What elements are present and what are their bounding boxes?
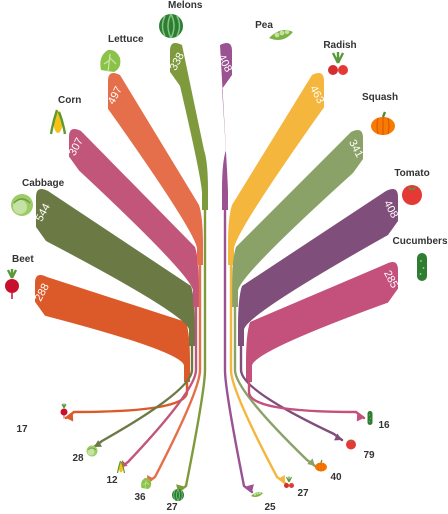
- small-value-melons: 27: [166, 502, 178, 513]
- lettuce-icon: [100, 49, 121, 73]
- category-label-lettuce: Lettuce: [108, 34, 144, 45]
- beet-icon: [5, 269, 19, 299]
- band-cucumbers: [246, 262, 398, 382]
- stem-cabbage: [92, 342, 194, 449]
- category-label-corn: Corn: [58, 95, 81, 106]
- arrow-radish: [278, 475, 285, 483]
- category-label-cucumbers: Cucumbers: [392, 236, 447, 247]
- stem-corn: [118, 303, 198, 470]
- icons-layer: [5, 13, 427, 502]
- small-radish-icon: [284, 476, 294, 488]
- stem-cucumbers: [247, 378, 366, 420]
- radish-icon: [328, 52, 348, 75]
- small-value-tomato: 79: [363, 450, 375, 461]
- small-value-cucumbers: 16: [378, 420, 390, 431]
- arrow-pea: [246, 484, 254, 492]
- stem-squash: [233, 303, 317, 468]
- arrow-squash: [307, 458, 315, 466]
- category-label-squash: Squash: [362, 92, 398, 103]
- stem-lettuce: [145, 261, 202, 485]
- arrow-cabbage: [94, 440, 102, 447]
- arrow-tomato: [334, 433, 342, 441]
- band-corn: [69, 129, 199, 307]
- small-value-radish: 27: [297, 488, 309, 499]
- small-value-beet: 17: [16, 424, 28, 435]
- band-beet: [35, 275, 190, 382]
- band-cabbage: [36, 189, 195, 346]
- small-lettuce-icon: [141, 477, 152, 490]
- corn-icon: [49, 109, 67, 135]
- category-label-cabbage: Cabbage: [22, 178, 65, 189]
- cucumber-icon: [417, 253, 427, 281]
- band-squash: [232, 130, 363, 307]
- band-melons: [170, 43, 208, 210]
- cabbage-icon: [11, 194, 33, 216]
- small-pea-icon: [251, 491, 263, 497]
- band-pea: [220, 43, 232, 210]
- small-cucumber-icon: [367, 411, 373, 425]
- small-squash-icon: [315, 459, 327, 472]
- category-label-radish: Radish: [323, 40, 356, 51]
- small-cabbage-icon: [86, 445, 98, 457]
- small-tomato-icon: [346, 439, 356, 450]
- stem-tomato: [239, 342, 344, 442]
- small-value-lettuce: 36: [134, 492, 146, 503]
- squash-icon: [371, 111, 395, 135]
- labels-layer: 288Beet17544Cabbage28307Corn12497Lettuce…: [12, 0, 448, 513]
- category-label-pea: Pea: [255, 20, 273, 31]
- small-corn-icon: [116, 460, 126, 474]
- category-label-tomato: Tomato: [394, 168, 429, 179]
- pea-icon: [269, 29, 293, 40]
- stem-melons: [176, 206, 207, 494]
- band-lettuce: [108, 73, 203, 265]
- small-value-squash: 40: [330, 472, 342, 483]
- bands-layer: [35, 43, 398, 382]
- small-beet-icon: [60, 403, 68, 419]
- band-radish: [228, 73, 324, 265]
- small-value-pea: 25: [264, 502, 276, 513]
- melon-icon: [159, 13, 183, 39]
- arrow-beet: [66, 413, 74, 422]
- stem-pea: [223, 206, 254, 494]
- stem-radish: [229, 261, 287, 485]
- small-value-cabbage: 28: [72, 453, 84, 464]
- small-value-corn: 12: [106, 475, 118, 486]
- category-label-beet: Beet: [12, 254, 34, 265]
- band-tomato: [238, 189, 398, 346]
- arrow-cucumbers: [356, 413, 364, 422]
- tomato-icon: [402, 185, 422, 205]
- category-label-melons: Melons: [168, 0, 203, 11]
- small-melon-icon: [172, 488, 184, 502]
